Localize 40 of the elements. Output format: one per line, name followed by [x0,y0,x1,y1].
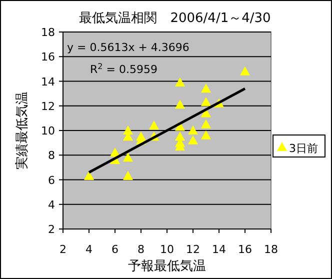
legend-label: 3日前 [289,142,318,155]
x-tick-label: 18 [264,243,278,256]
y-tick-label: 16 [41,50,55,64]
point [123,171,133,180]
point [201,119,211,128]
point [201,130,211,140]
x-tick-label: 12 [186,243,200,256]
y-tick-label: 8 [48,149,55,162]
x-tick-label: 8 [138,243,144,256]
x-tick-label: 10 [160,243,174,256]
y-tick-label: 2 [48,223,55,236]
y-tick-label: 10 [41,124,55,138]
y-tick-label: 18 [41,26,55,39]
point [175,100,185,109]
y-tick-label: 6 [48,174,55,187]
point [201,108,211,118]
x-tick-label: 16 [238,243,252,256]
x-tick-label: 2 [60,243,66,256]
point [149,120,159,130]
chart-title: 最低気温相関 2006/4/1～4/30 [79,11,271,26]
annotation: R$^{2}$ = 0.5959 [90,62,158,76]
y-tick-label: 12 [41,100,55,113]
point [188,135,198,144]
point [84,171,94,180]
point [240,66,250,76]
point [201,84,211,93]
point [201,97,211,106]
y-tick-label: 14 [41,75,55,88]
x-tick-label: 6 [112,243,118,256]
point [175,77,185,86]
point [188,126,198,134]
x-tick-label: 14 [212,243,226,256]
point [123,152,133,162]
point [123,126,133,134]
legend: 3日前 [272,134,326,158]
x-axis-title: 予報最低気温 [128,259,206,274]
annotation: y = 0.5613x + 4.3696 [67,41,190,54]
y-axis-title: 実績最低気温 [14,92,30,170]
x-tick-label: 4 [86,243,92,256]
y-tick-label: 4 [48,198,55,212]
